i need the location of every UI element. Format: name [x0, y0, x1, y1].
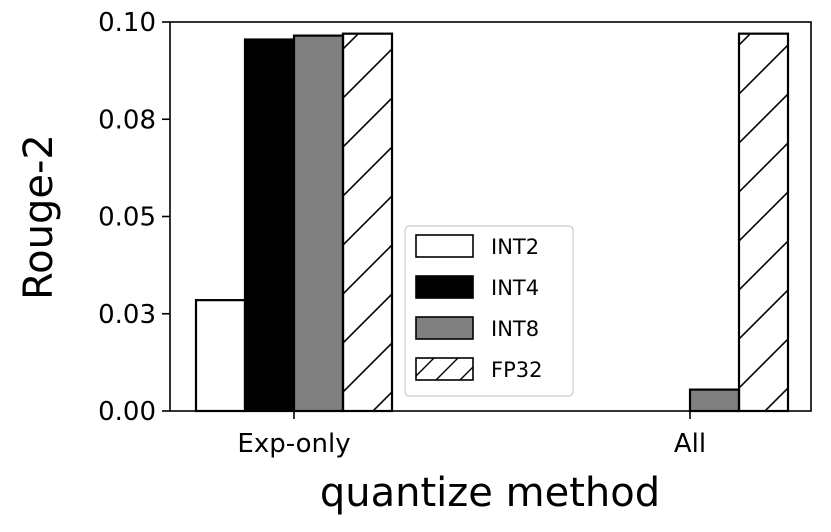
legend-label-int4: INT4 [491, 276, 539, 300]
x-axis-title: quantize method [320, 470, 660, 516]
legend-swatch-int8 [415, 316, 474, 340]
x-tick-label: Exp-only [237, 429, 350, 459]
y-axis: 0.00 0.03 0.05 0.08 0.10 [98, 8, 170, 427]
bar-int2-exp-only [194, 299, 247, 413]
bar-int8-all [688, 388, 741, 413]
legend-box [404, 225, 574, 397]
legend-swatch-int2 [415, 234, 474, 258]
y-axis-title: Rouge-2 [16, 134, 62, 300]
y-tick-label: 0.00 [98, 397, 156, 427]
x-tick-label: All [674, 429, 706, 459]
legend: INT2 INT4 INT8 FP32 [404, 225, 574, 397]
y-tick-label: 0.03 [98, 300, 156, 330]
bar-int8-exp-only [292, 34, 345, 413]
y-tick-label: 0.08 [98, 105, 156, 135]
legend-label-fp32: FP32 [491, 358, 542, 382]
legend-swatch-int4 [415, 275, 474, 299]
legend-swatch-fp32 [415, 357, 474, 381]
y-tick-label: 0.05 [98, 203, 156, 233]
bar-int4-exp-only [243, 38, 296, 413]
bar-fp32-exp-only [341, 32, 394, 413]
bars-group [194, 32, 790, 413]
bar-fp32-all [737, 32, 790, 413]
x-axis: Exp-only All [237, 411, 706, 459]
y-tick-label: 0.10 [98, 8, 156, 38]
legend-label-int8: INT8 [491, 317, 539, 341]
legend-label-int2: INT2 [491, 235, 539, 259]
